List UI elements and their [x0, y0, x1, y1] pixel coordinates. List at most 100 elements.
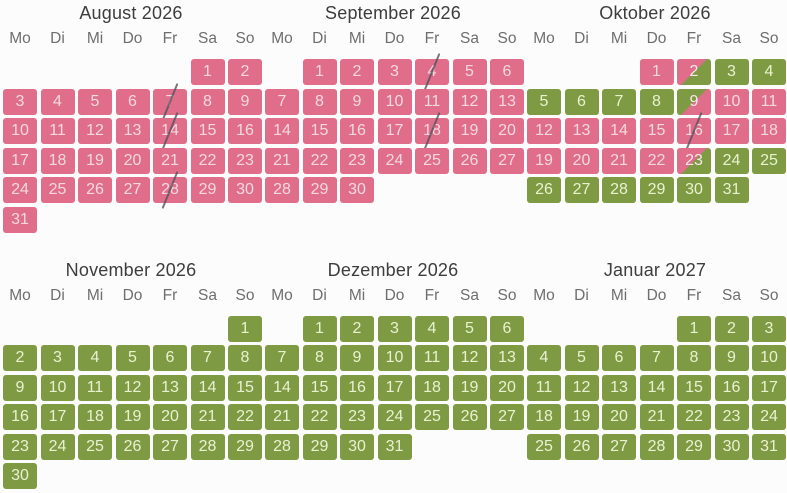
day-24[interactable]: 24 [377, 404, 412, 430]
day-30[interactable]: 30 [714, 433, 749, 460]
day-3[interactable]: 3 [714, 59, 749, 85]
day-23[interactable]: 23 [3, 433, 37, 460]
day-2[interactable]: 2 [677, 59, 711, 85]
day-6[interactable]: 6 [490, 315, 524, 342]
day-6[interactable]: 6 [564, 88, 599, 115]
day-7[interactable]: 7 [190, 345, 225, 371]
day-28[interactable]: 28 [602, 177, 636, 203]
day-26[interactable]: 26 [527, 177, 561, 203]
day-8[interactable]: 8 [302, 345, 337, 371]
day-1[interactable]: 1 [228, 315, 262, 342]
day-8[interactable]: 8 [639, 88, 674, 115]
day-18[interactable]: 18 [527, 404, 561, 430]
day-12[interactable]: 12 [452, 345, 487, 371]
day-30[interactable]: 30 [677, 177, 711, 203]
day-6[interactable]: 6 [153, 345, 187, 371]
day-11[interactable]: 11 [78, 374, 112, 401]
day-14[interactable]: 14 [265, 374, 299, 401]
day-2[interactable]: 2 [714, 315, 749, 342]
day-5[interactable]: 5 [452, 315, 487, 342]
day-23[interactable]: 23 [677, 147, 711, 174]
day-2[interactable]: 2 [3, 345, 37, 371]
day-17[interactable]: 17 [377, 374, 412, 401]
day-26[interactable]: 26 [115, 433, 150, 460]
day-7[interactable]: 7 [265, 345, 299, 371]
day-21[interactable]: 21 [265, 404, 299, 430]
day-3[interactable]: 3 [752, 315, 786, 342]
day-24[interactable]: 24 [40, 433, 75, 460]
day-26[interactable]: 26 [564, 433, 599, 460]
day-28[interactable]: 28 [639, 433, 674, 460]
day-18[interactable]: 18 [78, 404, 112, 430]
day-7[interactable]: 7 [602, 88, 636, 115]
day-30[interactable]: 30 [340, 433, 374, 460]
day-19[interactable]: 19 [452, 374, 487, 401]
day-25[interactable]: 25 [78, 433, 112, 460]
day-13[interactable]: 13 [602, 374, 636, 401]
day-31[interactable]: 31 [714, 177, 749, 203]
day-12[interactable]: 12 [115, 374, 150, 401]
day-8[interactable]: 8 [677, 345, 711, 371]
day-4[interactable]: 4 [78, 345, 112, 371]
day-25[interactable]: 25 [527, 433, 561, 460]
day-29[interactable]: 29 [302, 433, 337, 460]
day-29[interactable]: 29 [228, 433, 262, 460]
day-10[interactable]: 10 [377, 345, 412, 371]
day-27[interactable]: 27 [602, 433, 636, 460]
day-10[interactable]: 10 [40, 374, 75, 401]
day-22[interactable]: 22 [228, 404, 262, 430]
day-31[interactable]: 31 [377, 433, 412, 460]
day-21[interactable]: 21 [190, 404, 225, 430]
day-5[interactable]: 5 [564, 345, 599, 371]
day-16[interactable]: 16 [714, 374, 749, 401]
day-17[interactable]: 17 [752, 374, 786, 401]
day-30[interactable]: 30 [3, 463, 37, 489]
day-7[interactable]: 7 [639, 345, 674, 371]
day-12[interactable]: 12 [564, 374, 599, 401]
day-3[interactable]: 3 [40, 345, 75, 371]
day-24[interactable]: 24 [752, 404, 786, 430]
day-27[interactable]: 27 [490, 404, 524, 430]
day-28[interactable]: 28 [265, 433, 299, 460]
day-13[interactable]: 13 [490, 345, 524, 371]
day-9[interactable]: 9 [714, 345, 749, 371]
day-11[interactable]: 11 [415, 345, 449, 371]
day-24[interactable]: 24 [714, 147, 749, 174]
day-31[interactable]: 31 [752, 433, 786, 460]
day-21[interactable]: 21 [639, 404, 674, 430]
day-22[interactable]: 22 [677, 404, 711, 430]
day-9[interactable]: 9 [3, 374, 37, 401]
day-18[interactable]: 18 [415, 374, 449, 401]
day-23[interactable]: 23 [714, 404, 749, 430]
day-26[interactable]: 26 [452, 404, 487, 430]
day-20[interactable]: 20 [490, 374, 524, 401]
day-27[interactable]: 27 [153, 433, 187, 460]
day-4[interactable]: 4 [527, 345, 561, 371]
day-2[interactable]: 2 [340, 315, 374, 342]
day-28[interactable]: 28 [190, 433, 225, 460]
day-17[interactable]: 17 [40, 404, 75, 430]
day-16[interactable]: 16 [340, 374, 374, 401]
day-4[interactable]: 4 [415, 315, 449, 342]
day-15[interactable]: 15 [677, 374, 711, 401]
day-14[interactable]: 14 [639, 374, 674, 401]
day-27[interactable]: 27 [564, 177, 599, 203]
day-25[interactable]: 25 [752, 147, 786, 174]
day-1[interactable]: 1 [677, 315, 711, 342]
day-20[interactable]: 20 [153, 404, 187, 430]
day-22[interactable]: 22 [302, 404, 337, 430]
day-16[interactable]: 16 [3, 404, 37, 430]
day-19[interactable]: 19 [115, 404, 150, 430]
day-20[interactable]: 20 [602, 404, 636, 430]
day-29[interactable]: 29 [639, 177, 674, 203]
day-3[interactable]: 3 [377, 315, 412, 342]
day-14[interactable]: 14 [190, 374, 225, 401]
day-1[interactable]: 1 [302, 315, 337, 342]
day-25[interactable]: 25 [415, 404, 449, 430]
day-4[interactable]: 4 [752, 59, 786, 85]
day-5[interactable]: 5 [115, 345, 150, 371]
day-29[interactable]: 29 [677, 433, 711, 460]
day-8[interactable]: 8 [228, 345, 262, 371]
day-6[interactable]: 6 [602, 345, 636, 371]
day-19[interactable]: 19 [564, 404, 599, 430]
